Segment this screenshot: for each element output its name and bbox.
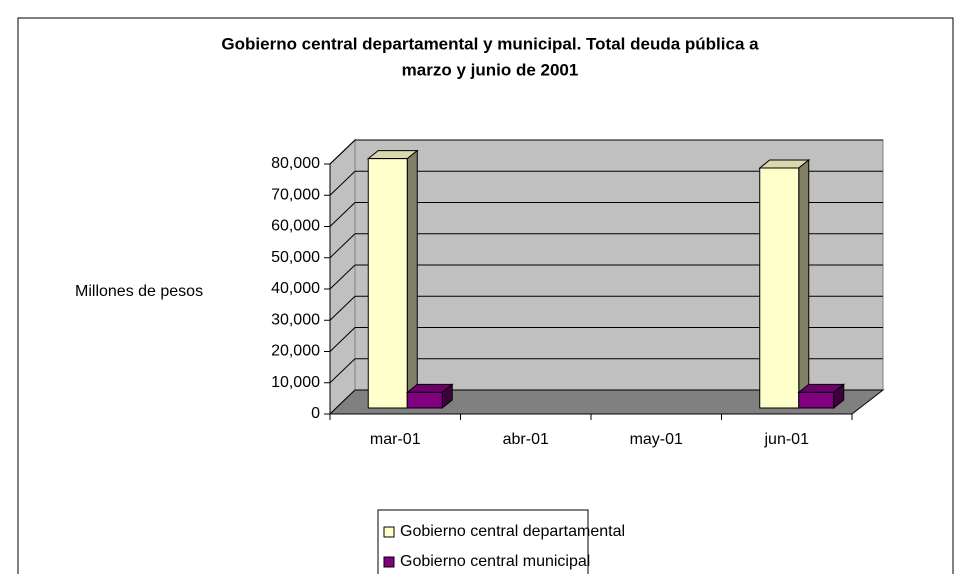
- legend-label: Gobierno central departamental: [400, 523, 625, 540]
- y-tick-label: 0: [311, 405, 320, 422]
- y-axis-label: Millones de pesos: [75, 283, 203, 300]
- y-tick-label: 30,000: [271, 311, 320, 328]
- grid-line: [329, 170, 356, 196]
- bar: [366, 149, 419, 410]
- x-tick-label: may-01: [630, 431, 683, 448]
- bar-front: [406, 391, 443, 409]
- y-tick-label: 50,000: [271, 249, 320, 266]
- grid-line: [329, 233, 356, 259]
- grid-line: [329, 264, 356, 290]
- legend-label: Gobierno central municipal: [400, 553, 590, 570]
- bar-front: [798, 391, 835, 409]
- bar: [758, 158, 811, 410]
- x-tick-label: abr-01: [503, 431, 549, 448]
- y-tick-label: 60,000: [271, 218, 320, 235]
- y-tick-label: 10,000: [271, 374, 320, 391]
- bar: [405, 383, 454, 410]
- legend: [377, 509, 589, 574]
- y-tick-label: 70,000: [271, 186, 320, 203]
- grid-line: [329, 327, 356, 352]
- bar-front: [759, 167, 800, 409]
- bar-side: [406, 149, 418, 410]
- legend-swatch: [383, 556, 395, 568]
- y-tick-label: 20,000: [271, 343, 320, 360]
- x-tick-label: jun-01: [764, 431, 810, 448]
- y-tick-label: 80,000: [271, 155, 320, 172]
- grid-line: [329, 295, 356, 321]
- grid-line: [329, 358, 356, 384]
- chart-title: Gobierno central departamental y municip…: [221, 34, 759, 53]
- grid-line: [329, 139, 356, 165]
- y-tick-label: 40,000: [271, 280, 320, 297]
- bar: [797, 383, 846, 410]
- grid-line: [329, 202, 356, 227]
- x-tick-label: mar-01: [370, 431, 421, 448]
- legend-swatch: [383, 526, 395, 538]
- bar-front: [367, 158, 408, 409]
- chart-title: marzo y junio de 2001: [402, 60, 579, 79]
- bar-side: [798, 158, 810, 410]
